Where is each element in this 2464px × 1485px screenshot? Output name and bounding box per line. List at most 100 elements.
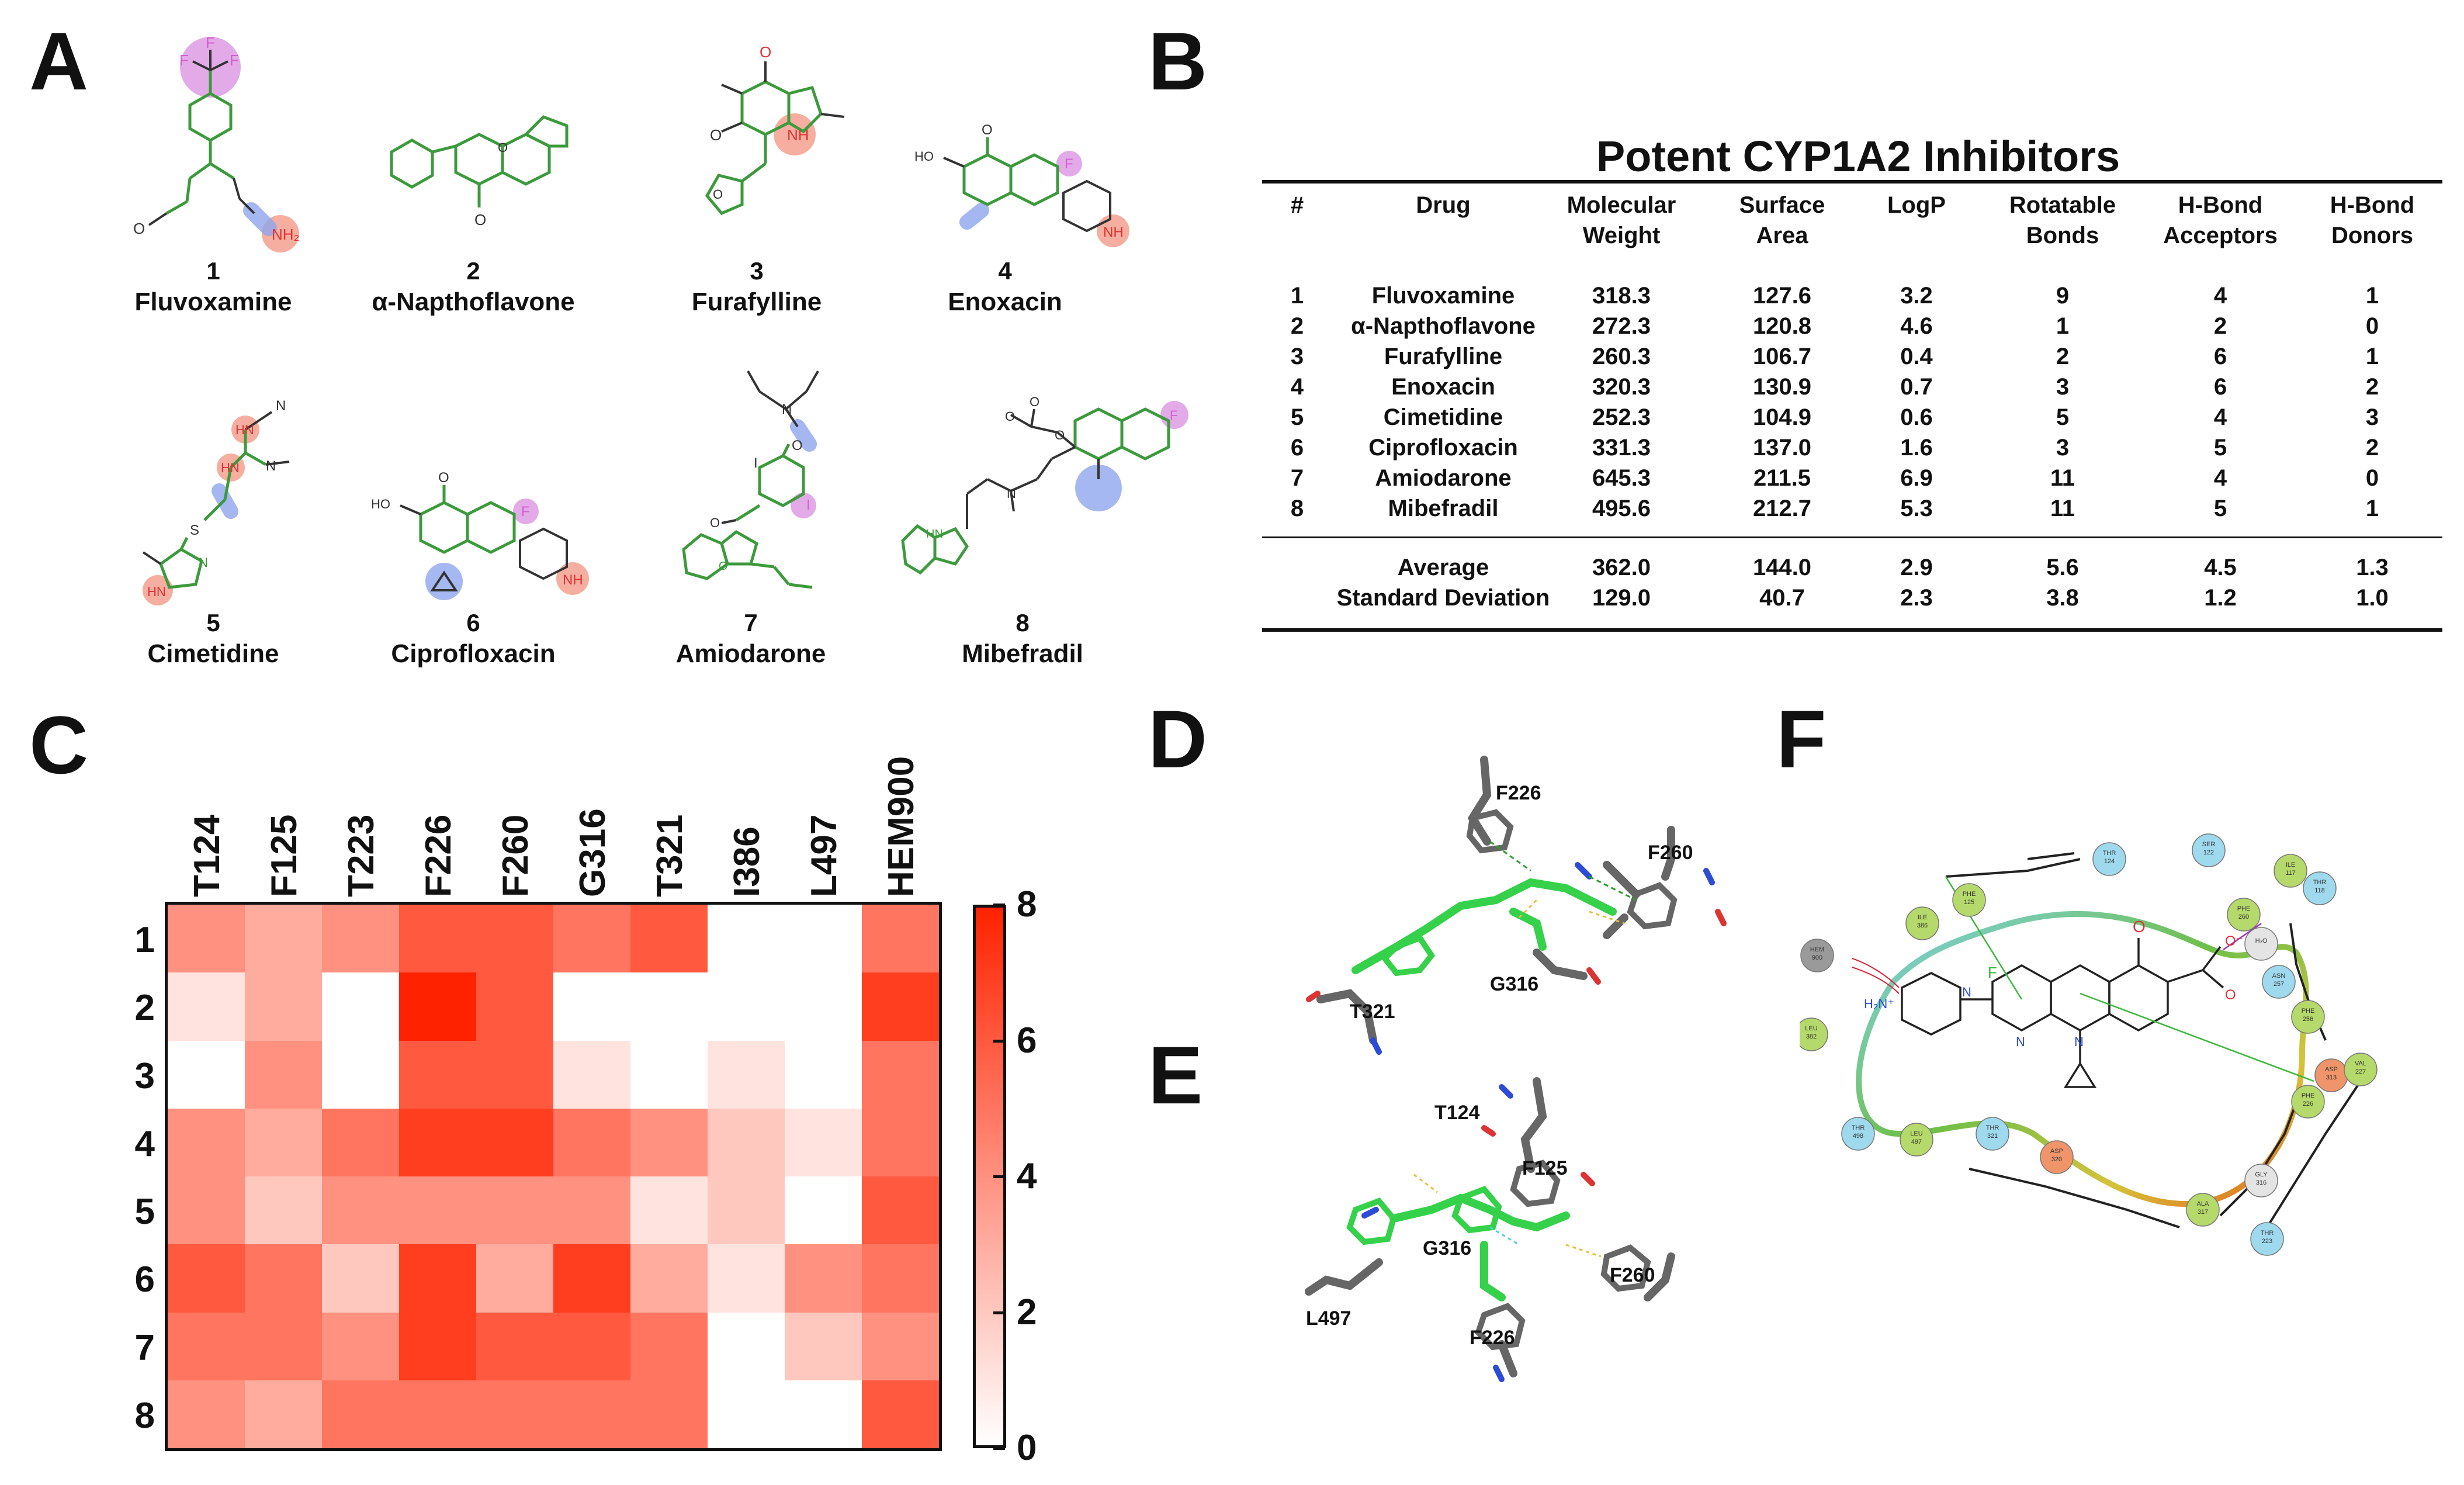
svg-text:H₂O: H₂O: [2255, 937, 2268, 944]
table-header-cell: LogP: [1887, 192, 1946, 218]
atom-o-label: O: [713, 187, 723, 202]
heatmap-cell: [476, 1380, 553, 1449]
svg-text:227: 227: [2355, 1068, 2366, 1075]
heatmap-cell: [168, 1244, 245, 1313]
heatmap-cell: [708, 1176, 785, 1245]
table-header-cell: Weight: [1582, 223, 1661, 248]
molecule-name: Ciprofloxacin: [391, 639, 556, 668]
atom-f-label: F: [1065, 156, 1073, 172]
heatmap-column-label: T223: [341, 814, 382, 897]
heatmap-cell: [399, 905, 476, 973]
table-cell: 5: [2213, 496, 2227, 521]
table-cell: 212.7: [1752, 496, 1812, 521]
molecule-name: Fluvoxamine: [134, 288, 292, 316]
svg-text:497: 497: [1911, 1138, 1922, 1145]
heatmap-cell: [630, 1244, 708, 1313]
heatmap-cell: [399, 1176, 476, 1245]
residue-node: ASN 257: [2262, 965, 2296, 999]
molecule-number: 6: [466, 609, 480, 636]
heatmap-column-label: T321: [650, 814, 690, 897]
heatmap-cell: [168, 905, 245, 973]
atom-o-label: O: [982, 122, 993, 138]
table-cell: 8: [1290, 496, 1304, 521]
molecule-number: 4: [998, 257, 1012, 285]
heatmap-cell: [785, 1176, 862, 1245]
residue-label: F226: [1470, 1327, 1515, 1349]
heatmap-cell: [245, 1380, 322, 1449]
svg-text:317: 317: [2198, 1209, 2208, 1216]
heatmap-cell: [399, 972, 476, 1041]
heatmap-cell: [785, 1244, 862, 1313]
atom-nh-label: NH: [563, 572, 583, 588]
heatmap-cell: [322, 1108, 399, 1177]
heatmap-cell: [553, 972, 630, 1041]
heatmap-cell: [476, 1312, 553, 1381]
atom-n-label: N: [782, 401, 792, 417]
residue-label: F226: [1496, 782, 1541, 804]
table-cell: 5: [1290, 404, 1304, 430]
atom-f-label: F: [179, 51, 189, 69]
heatmap-cell: [476, 1108, 553, 1177]
heatmap-cell: [708, 1380, 785, 1449]
atom-n-label: N: [276, 398, 286, 414]
heatmap-row-label: 6: [134, 1259, 155, 1300]
svg-text:PHE: PHE: [2237, 905, 2251, 912]
table-cell: 1: [2365, 283, 2379, 309]
heatmap-cell: [785, 1108, 862, 1177]
structure-amiodarone: N O I I O O: [672, 356, 871, 608]
heatmap-cell: [168, 972, 245, 1041]
atom-f-label: F: [206, 34, 215, 51]
heatmap-cell: [785, 905, 862, 973]
table-cell: 6: [1290, 435, 1304, 461]
table-cell: Furafylline: [1384, 344, 1503, 369]
svg-text:260: 260: [2238, 913, 2249, 920]
panel-label-a: A: [29, 15, 89, 107]
table-summary-cell: 144.0: [1752, 555, 1812, 580]
heatmap-cell: [322, 1040, 399, 1109]
atom-o-label: O: [438, 470, 449, 486]
structure-alpha-napthoflavone: O O: [368, 111, 602, 257]
table-summary-cell: 40.7: [1759, 585, 1805, 611]
colorbar-tick-mark: [993, 904, 1005, 906]
table-cell: 5: [2056, 404, 2070, 430]
heatmap-row-label: 8: [134, 1395, 155, 1436]
svg-text:386: 386: [1917, 922, 1928, 929]
panel-d-docking-pose: [1262, 725, 1753, 1075]
heatmap-cell: [245, 1244, 322, 1313]
heatmap-column-label: G316: [573, 808, 613, 897]
molecule-name: Cimetidine: [147, 639, 279, 668]
table-cell: 11: [2050, 465, 2075, 491]
table-header-cell: H-Bond: [2330, 192, 2415, 218]
molecule-name: Amiodarone: [675, 639, 826, 668]
atom-o-label: O: [133, 220, 145, 237]
ligand-atom-n: N: [2016, 1034, 2025, 1049]
colorbar-tick-mark: [993, 1447, 1005, 1450]
svg-text:223: 223: [2262, 1238, 2272, 1245]
table-cell: 331.3: [1592, 435, 1651, 461]
heatmap-cell: [245, 1312, 322, 1381]
svg-text:313: 313: [2326, 1074, 2337, 1081]
table-summary-cell: 1.2: [2204, 585, 2237, 611]
table-summary-cell: 3.8: [2046, 585, 2079, 611]
structure-cimetidine: HN HN N N S HN N: [105, 397, 316, 614]
table-cell: Amiodarone: [1375, 465, 1512, 491]
atom-s-label: S: [190, 522, 199, 538]
structure-enoxacin: HO O F NH: [912, 122, 1157, 257]
table-cell: 104.9: [1752, 404, 1812, 430]
table-cell: 127.6: [1752, 283, 1812, 309]
residue-label: L497: [1306, 1307, 1351, 1330]
heatmap-cell: [245, 1176, 322, 1245]
panel-label-b: B: [1148, 15, 1208, 107]
heatmap-cell: [168, 1380, 245, 1449]
table-cell: Ciprofloxacin: [1368, 435, 1518, 461]
table-header-cell: Bonds: [2026, 223, 2099, 248]
atom-o-label: O: [719, 560, 728, 573]
atom-o-label: O: [498, 140, 508, 155]
structure-ciprofloxacin: HO O F NH: [362, 462, 608, 608]
heatmap-cell: [785, 972, 862, 1041]
